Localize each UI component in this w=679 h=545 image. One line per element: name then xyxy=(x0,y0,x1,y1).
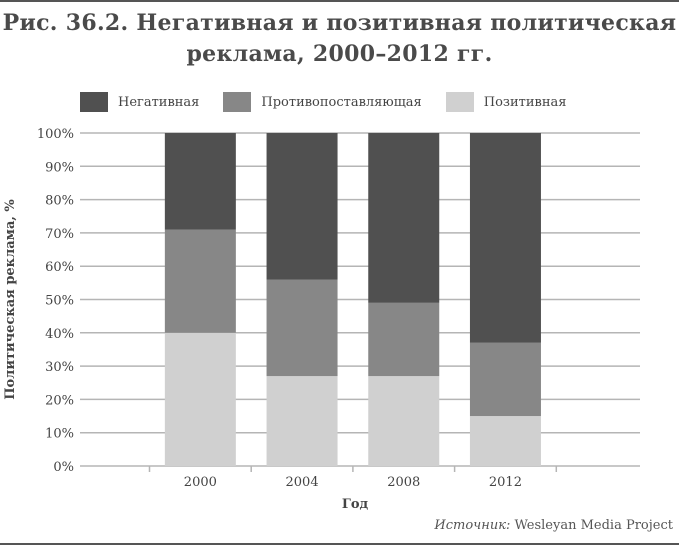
title-line-1: Рис. 36.2. Негативная и позитивная полит… xyxy=(2,10,677,36)
x-tick-label: 2000 xyxy=(184,475,217,490)
legend-label: Позитивная xyxy=(483,94,567,110)
y-tick-label: 90% xyxy=(45,160,74,175)
bar-segment xyxy=(368,133,440,303)
y-tick-label: 100% xyxy=(37,127,74,142)
bar-segment xyxy=(266,279,338,377)
legend-item-contrast: Противопоставляющая xyxy=(223,92,422,112)
y-tick-label: 50% xyxy=(45,294,74,309)
chart-title: Рис. 36.2. Негативная и позитивная полит… xyxy=(0,8,679,70)
bottom-rule xyxy=(0,543,679,545)
y-tick-label: 10% xyxy=(45,427,74,442)
x-tick-label: 2012 xyxy=(489,475,522,490)
bar-segment xyxy=(164,133,236,230)
legend-swatch xyxy=(445,92,474,112)
bar-segment xyxy=(469,133,541,343)
legend-label: Противопоставляющая xyxy=(261,94,422,110)
y-axis-label: Политическая реклама, % xyxy=(3,199,18,400)
y-tick-label: 30% xyxy=(45,360,74,375)
legend-item-positive: Позитивная xyxy=(445,92,567,112)
legend-item-negative: Негативная xyxy=(80,92,199,112)
y-tick-label: 20% xyxy=(45,393,74,408)
x-tick-label: 2004 xyxy=(286,475,319,490)
bar-segment xyxy=(164,332,236,466)
bar-segment xyxy=(164,229,236,333)
bar-segment xyxy=(266,376,338,466)
y-tick-label: 80% xyxy=(45,194,74,209)
title-line-2: реклама, 2000–2012 гг. xyxy=(186,41,493,67)
bar-segment xyxy=(469,342,541,417)
source-label: Источник: xyxy=(434,518,511,533)
legend-swatch xyxy=(223,92,252,112)
x-tick-label: 2008 xyxy=(387,475,420,490)
top-rule xyxy=(0,0,679,2)
y-tick-label: 0% xyxy=(53,460,74,475)
legend-swatch xyxy=(80,92,108,112)
legend-label: Негативная xyxy=(118,94,200,110)
source-text: Wesleyan Media Project xyxy=(514,518,673,533)
bar-segment xyxy=(469,416,541,466)
legend: Негативная Противопоставляющая Позитивна… xyxy=(80,92,590,112)
bar-segment xyxy=(368,376,440,466)
y-tick-label: 60% xyxy=(45,260,74,275)
x-axis-label: Год xyxy=(342,497,369,512)
bar-segment xyxy=(266,133,338,280)
source-note: Источник: Wesleyan Media Project xyxy=(434,518,673,533)
y-tick-label: 40% xyxy=(45,327,74,342)
y-tick-label: 70% xyxy=(45,227,74,242)
bar-segment xyxy=(368,302,440,377)
